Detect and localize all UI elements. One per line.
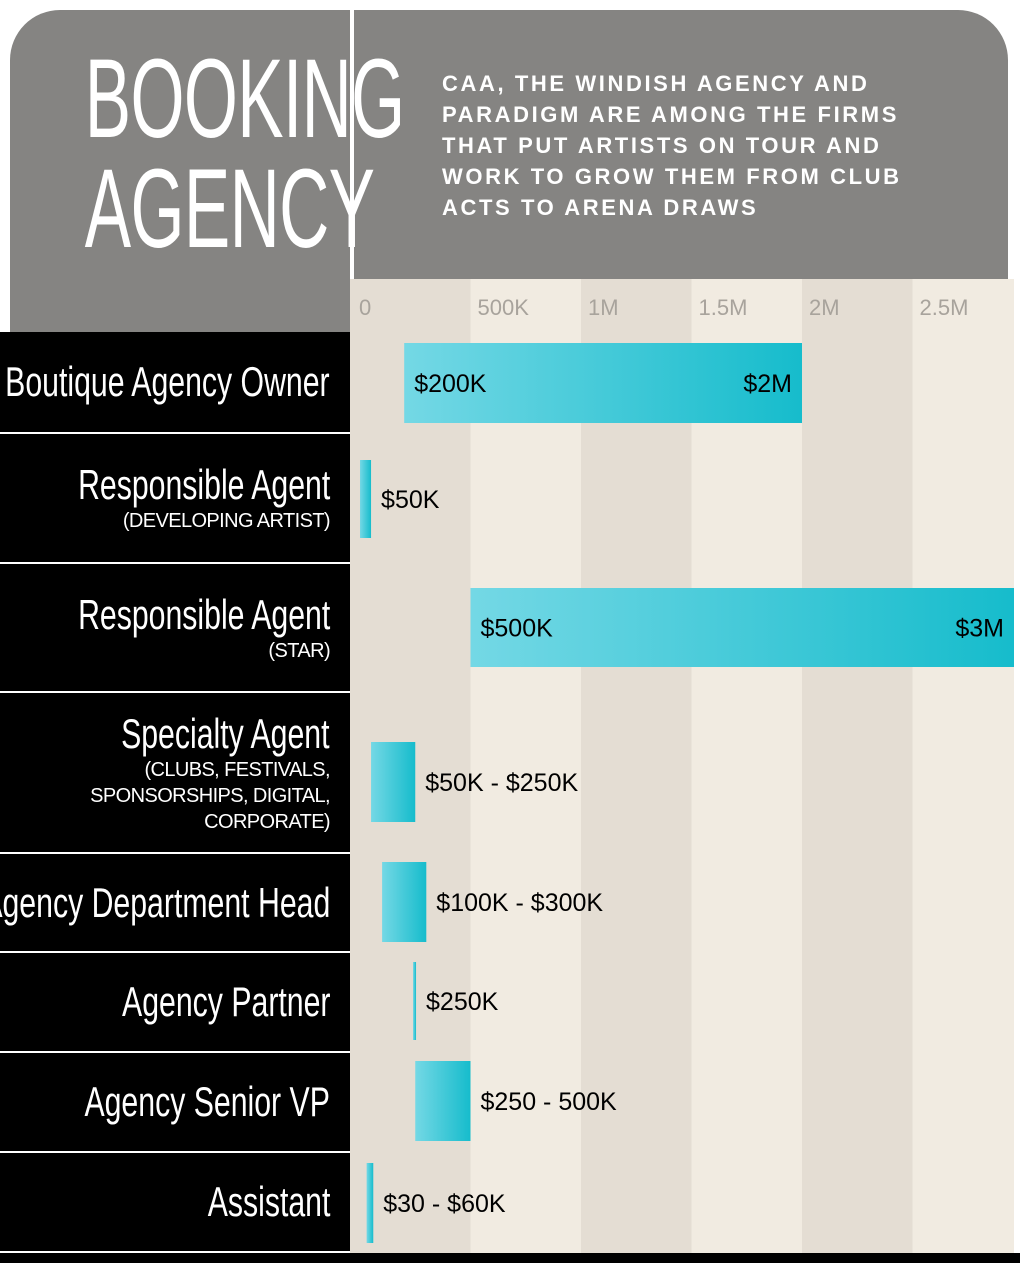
bar-range xyxy=(371,742,416,822)
category-row-panel xyxy=(0,1053,350,1151)
category-label-main: Responsible Agent xyxy=(77,591,330,638)
category-label: Responsible Agent (DEVELOPING ARTIST) xyxy=(0,461,331,534)
category-row-panel xyxy=(0,564,350,691)
category-label-main: Specialty Agent xyxy=(121,710,330,757)
category-label-sub: (STAR) xyxy=(268,640,330,662)
chart-subtitle: CAA, THE WINDISH AGENCY AND PARADIGM ARE… xyxy=(442,71,902,220)
category-label-main: Boutique Agency Owner xyxy=(5,358,330,405)
bar-value-label: $50K - $250K xyxy=(425,769,578,797)
bar-min-label: $200K xyxy=(414,370,487,398)
category-row-panel xyxy=(0,332,350,432)
category-label-main: Agency Partner xyxy=(121,978,330,1025)
category-label: Responsible Agent (STAR) xyxy=(0,591,331,664)
category-label-main: Agency Senior VP xyxy=(84,1078,330,1125)
header-divider xyxy=(350,10,354,332)
category-label-main: Agency Department Head xyxy=(0,879,330,926)
grid-band xyxy=(912,279,1014,1263)
category-label: Boutique Agency Owner xyxy=(0,359,330,405)
x-tick-label: 1M xyxy=(588,295,619,320)
bar-range xyxy=(413,962,417,1040)
category-label-sub: (CLUBS, FESTIVALS, SPONSORSHIPS, DIGITAL… xyxy=(90,759,330,833)
bar-value-label: $50K xyxy=(381,486,440,514)
bar-min-label: $500K xyxy=(481,615,554,643)
category-label-sub: (DEVELOPING ARTIST) xyxy=(122,510,331,532)
bar-value-label: $250K xyxy=(426,988,499,1016)
grid-band xyxy=(802,279,913,1263)
bar-value-label: $30 - $60K xyxy=(383,1190,506,1218)
category-labels: Boutique Agency Owner Responsible Agent (D… xyxy=(0,0,331,1263)
x-tick-label: 1.5M xyxy=(699,295,748,320)
category-row-panel xyxy=(0,434,350,562)
category-label: Agency Department Head xyxy=(0,880,330,926)
category-label-main: Responsible Agent xyxy=(77,461,330,508)
bar-value-label: $100K - $300K xyxy=(436,889,603,917)
bar-max-label: $2M xyxy=(743,370,792,398)
bar-value-label: $250 - 500K xyxy=(481,1088,618,1116)
category-row-panel xyxy=(0,953,350,1051)
bar-range xyxy=(470,588,1014,667)
category-row-panel xyxy=(0,854,350,951)
bar-range xyxy=(415,1061,471,1141)
bar-range xyxy=(382,862,427,942)
category-label: Specialty Agent (CLUBS, FESTIVALS, SPONSO… xyxy=(40,711,330,835)
bottom-strip xyxy=(0,1253,1020,1263)
x-tick-label: 2.5M xyxy=(920,295,969,320)
bar-range xyxy=(360,460,372,538)
category-label: Agency Senior VP xyxy=(0,1079,330,1125)
bar-max-label: $3M xyxy=(955,615,1004,643)
category-row-panel xyxy=(0,693,350,852)
bar-range xyxy=(366,1163,374,1243)
header-left-panel xyxy=(10,10,350,332)
category-label-main: Assistant xyxy=(207,1178,330,1225)
x-tick-label: 2M xyxy=(809,295,840,320)
header-right-panel xyxy=(354,10,1008,279)
x-tick-label: 500K xyxy=(478,295,530,320)
x-tick-label: 0 xyxy=(359,295,371,320)
bar-range xyxy=(404,343,802,423)
category-label: Agency Partner xyxy=(41,978,330,1025)
grid-band xyxy=(581,279,692,1263)
category-label: Assistant xyxy=(160,1179,330,1225)
grid-band xyxy=(691,279,802,1263)
category-row-panel xyxy=(0,1153,350,1251)
grid-band xyxy=(470,279,581,1263)
